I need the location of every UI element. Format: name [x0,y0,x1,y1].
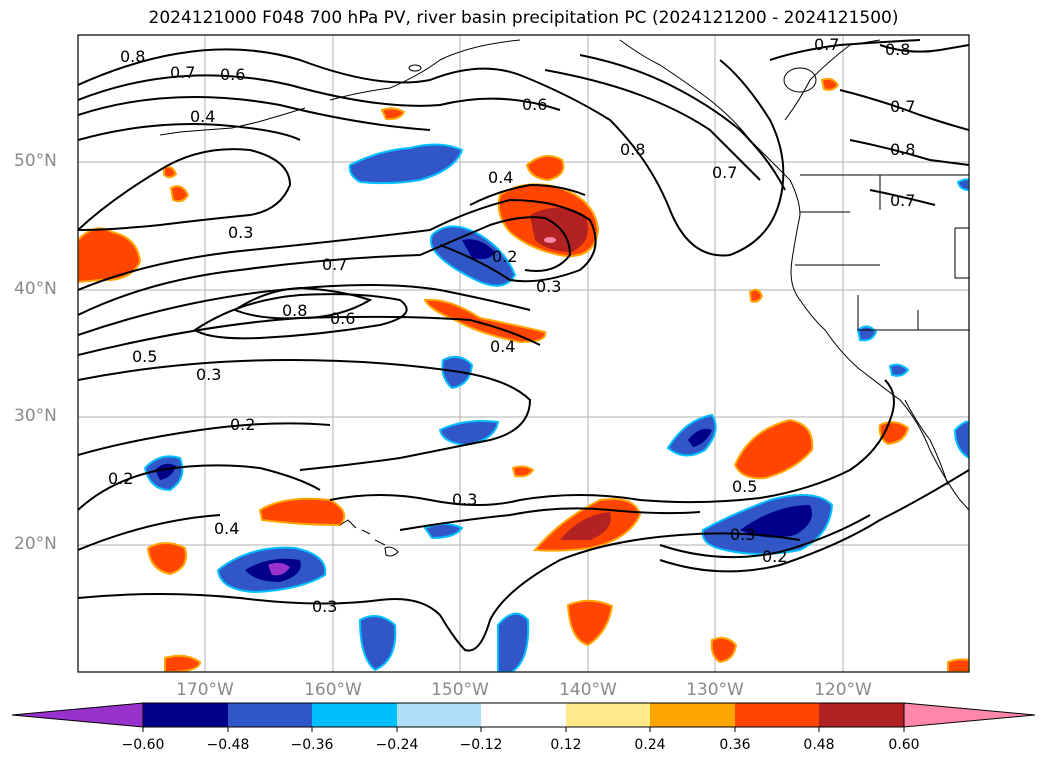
contour-label: 0.4 [488,168,513,187]
colorbar-bin [312,703,397,727]
map-title: 2024121000 F048 700 hPa PV, river basin … [148,8,899,28]
gridlines [78,35,969,672]
contour-label: 0.3 [536,277,561,296]
contour-label: 0.5 [132,347,157,366]
contour-label: 0.7 [814,35,839,54]
contour-label: 0.6 [330,309,355,328]
contour-label: 0.2 [230,415,255,434]
contour-label: 0.2 [108,469,133,488]
colorbar-bin [143,703,228,727]
contour-label: 0.8 [282,301,307,320]
colorbar-tick-label: 0.60 [888,737,920,753]
contour-label: 0.8 [120,47,145,66]
contour-label: 0.4 [490,337,515,356]
lon-tick-label: 170°W [176,680,234,700]
lat-tick-label: 40°N [14,279,57,299]
contour-label: 0.7 [170,63,195,82]
contour-label: 0.2 [492,247,517,266]
contour-label: 0.6 [220,65,245,84]
colorbar-tick-label: −0.24 [375,737,419,753]
precip-positive-west-edge [78,227,142,284]
lon-tick-label: 160°W [304,680,362,700]
pv-contours [78,39,969,652]
contour-label: 0.7 [712,163,737,182]
contour-label: 0.3 [196,365,221,384]
contour-label: 0.8 [885,40,910,59]
contour-label: 0.6 [522,95,547,114]
contour-label: 0.3 [730,525,755,544]
colorbar-extend-right [903,702,1036,728]
precip-positive-band [423,298,547,344]
contour-label: 0.8 [620,140,645,159]
contour-labels: 0.8 0.7 0.6 0.4 0.3 0.7 0.8 0.6 0.5 0.3 … [108,35,915,616]
colorbar-tick-label: −0.48 [206,737,250,753]
lat-tick-label: 30°N [14,406,57,426]
colorbar-bin [228,703,312,727]
colorbar-bin [819,703,904,727]
colorbar-bin [735,703,819,727]
contour-label: 0.3 [312,597,337,616]
colorbar-tick-label: 0.24 [634,737,666,753]
contour-label: 0.2 [762,547,787,566]
lat-tick-label: 50°N [14,151,57,171]
map-frame [77,34,970,673]
contour-label: 0.7 [890,97,915,116]
precip-positive-ne [733,418,814,480]
colorbar-bin [650,703,735,727]
lon-tick-label: 120°W [814,680,872,700]
lon-tick-label: 150°W [431,680,489,700]
contour-label: 0.4 [214,519,239,538]
colorbar-bin [481,703,566,727]
contour-label: 0.3 [228,223,253,242]
colorbar-tick-label: −0.36 [290,737,334,753]
colorbar-tick-label: −0.60 [121,737,165,753]
colorbar-tick-label: 0.12 [550,737,582,753]
lon-tick-label: 140°W [559,680,617,700]
colorbar-bin [566,703,650,727]
colorbar-tick-label: −0.12 [459,737,503,753]
contour-label: 0.7 [322,255,347,274]
colorbar-extend-left [11,702,144,728]
contour-label: 0.4 [190,107,215,126]
contour-label: 0.3 [452,490,477,509]
contour-label: 0.5 [732,477,757,496]
colorbar-tick-label: 0.36 [719,737,751,753]
lat-tick-label: 20°N [14,534,57,554]
contour-label: 0.7 [890,191,915,210]
lon-tick-label: 130°W [686,680,744,700]
colorbar [11,702,1036,732]
contour-label: 0.8 [890,140,915,159]
colorbar-bin [397,703,481,727]
precip-positive-north [525,155,565,182]
colorbar-tick-label: 0.48 [803,737,835,753]
